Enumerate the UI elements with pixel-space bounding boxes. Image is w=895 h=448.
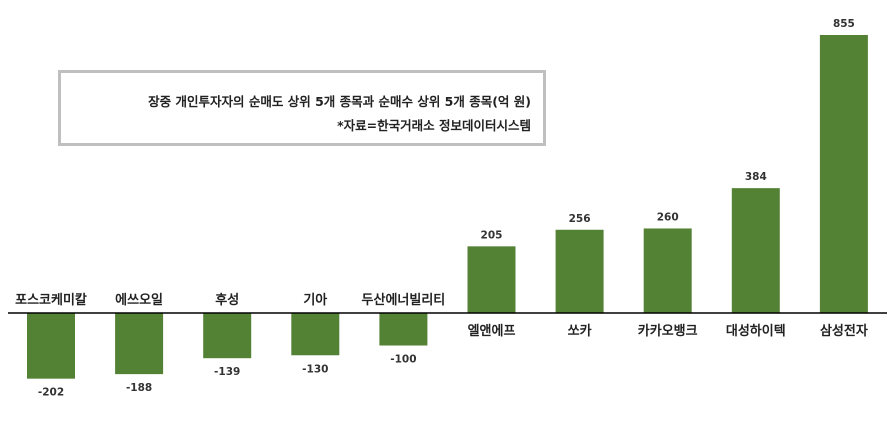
category-label-2: 에쓰오일 (115, 292, 163, 308)
value-label-1: -202 (38, 387, 64, 399)
bar-6 (467, 246, 516, 313)
value-label-6: 205 (481, 229, 503, 241)
bar-7 (555, 229, 604, 313)
bar-10 (819, 35, 868, 313)
bar-9 (731, 188, 780, 313)
bar-4 (291, 313, 340, 356)
category-label-10: 삼성전자 (820, 323, 868, 339)
value-label-3: -139 (214, 366, 240, 378)
value-label-10: 855 (833, 18, 855, 30)
value-label-7: 256 (569, 213, 591, 225)
bar-5 (379, 313, 428, 346)
bar-2 (115, 313, 164, 375)
caption-source: *자료=한국거래소 정보데이터시스템 (337, 118, 531, 133)
category-label-8: 카카오뱅크 (638, 324, 698, 339)
value-label-4: -130 (302, 363, 328, 375)
bar-1 (27, 313, 75, 379)
labels-group: -202 포스코케미칼 -188 에쓰오일 -139 후성 -130 기아 -100 두산에너빌리… (15, 18, 868, 399)
caption-box: 장중 개인투자자의 순매도 상위 5개 종목과 순매수 상위 5개 종목(억 원… (58, 70, 546, 146)
category-label-9: 대성하이텍 (726, 323, 786, 339)
value-label-5: -100 (390, 354, 416, 366)
bars-group (27, 35, 868, 379)
category-label-3: 후성 (215, 292, 239, 308)
category-label-5: 두산에너빌리티 (362, 292, 446, 308)
category-label-4: 기아 (303, 292, 327, 308)
value-label-9: 384 (745, 171, 767, 183)
value-label-2: -188 (126, 382, 152, 394)
category-label-1: 포스코케미칼 (15, 292, 87, 308)
bar-8 (643, 228, 692, 313)
bar-3 (203, 313, 252, 359)
category-label-6: 엘앤에프 (468, 323, 516, 339)
category-label-7: 쏘카 (568, 324, 592, 339)
caption-title: 장중 개인투자자의 순매도 상위 5개 종목과 순매수 상위 5개 종목(억 원… (148, 94, 531, 109)
value-label-8: 260 (657, 211, 679, 223)
